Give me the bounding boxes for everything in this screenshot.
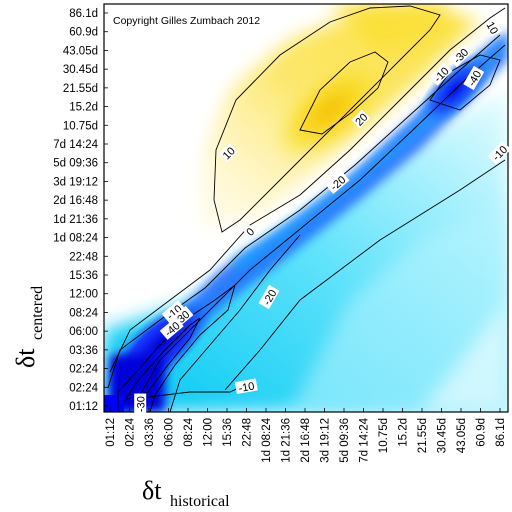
contour-label-text: -10: [238, 380, 256, 395]
positive-core: [271, 57, 389, 163]
contour-label-bg: [242, 224, 257, 239]
y-tick-label: 02:24: [69, 382, 98, 394]
contour-label-text: 10: [484, 20, 501, 37]
x-tick-label: 01:12: [105, 418, 117, 447]
y-tick-label: 7d 14:24: [53, 139, 98, 151]
contour-label-bg: [487, 140, 512, 165]
contour-label-bg: [161, 300, 186, 324]
copyright-text: Copyright Gilles Zumbach 2012: [113, 15, 260, 27]
positive-region-top: [330, 4, 450, 50]
contour-label-bg: [134, 393, 147, 415]
y-axis-title: δt centered: [11, 286, 46, 368]
x-tick-label: 15:36: [222, 418, 234, 447]
x-tick-label: 1d 08:24: [261, 417, 273, 462]
x-tick-label: 1d 21:36: [281, 418, 293, 463]
contour-label-bg: [484, 18, 502, 37]
x-tick-label: 03:36: [144, 418, 156, 447]
y-tick-label: 03:36: [69, 345, 98, 357]
x-axis-title-main: δt: [142, 476, 162, 505]
y-tick-label: 22:48: [69, 251, 98, 263]
x-tick-label: 10.75d: [378, 418, 390, 453]
y-tick-label: 21.55d: [63, 83, 98, 95]
y-tick-label: 01:12: [69, 401, 98, 413]
diagonal-edge: [230, 40, 508, 275]
x-tick-label: 86.1d: [495, 418, 507, 447]
contour-m10-right: [224, 159, 506, 391]
contour-0: [109, 7, 506, 373]
y-tick-label: 02:24: [69, 364, 98, 376]
x-tick-label: 08:24: [183, 417, 195, 446]
x-tick-label: 2d 16:48: [300, 418, 312, 463]
y-tick-label: 30.45d: [63, 64, 98, 76]
x-tick-label: 22:48: [242, 418, 254, 447]
contour-m40-low: [123, 317, 201, 401]
y-tick-label: 08:24: [69, 307, 98, 319]
contour-lines: [107, 5, 506, 412]
contour-label: -10: [234, 378, 258, 395]
x-tick-label: 06:00: [164, 418, 176, 447]
contour-label-bg: [448, 43, 473, 68]
contour-m30-low: [117, 283, 236, 412]
y-tick-label: 06:00: [69, 326, 98, 338]
x-axis-title: δt historical: [142, 476, 230, 510]
x-tick-label: 5d 09:36: [339, 418, 351, 463]
y-tick-label: 2d 16:48: [53, 195, 98, 207]
y-tick-label: 43.05d: [63, 45, 98, 57]
contour-10-upper: [213, 5, 441, 233]
negative-region-light: [290, 200, 508, 412]
x-axis-ticks: 01:12 02:24 03:36 06:00 08:24 12:00 15:36 22:48…: [105, 408, 507, 463]
y-tick-label: 15:36: [69, 270, 98, 282]
contour-20: [299, 51, 389, 135]
contour-label-bg: [429, 62, 453, 86]
y-axis-title-sub: centered: [29, 286, 46, 340]
y-tick-label: 10.75d: [63, 120, 98, 132]
y-axis-ticks: 01:12 02:24 02:24 03:36 06:00 08:24 12:00 15:36…: [53, 8, 108, 413]
contour-label-bg: [218, 143, 238, 163]
contour-label-bg: [463, 65, 485, 91]
contour-label: -30: [134, 393, 148, 415]
contour-label: 10: [484, 18, 502, 37]
y-tick-label: 12:00: [69, 289, 98, 301]
contour-label-bg: [258, 284, 280, 310]
plot-frame: [103, 3, 509, 413]
y-tick-label: 60.9d: [69, 27, 98, 39]
contour-label-bg: [234, 378, 258, 395]
y-tick-label: 1d 08:24: [53, 233, 98, 245]
x-tick-label: 30.45d: [437, 418, 449, 453]
negative-region-upper-right: [420, 300, 508, 412]
x-tick-label: 02:24: [125, 417, 137, 446]
x-tick-label: 7d 14:24: [359, 417, 371, 462]
x-axis-title-sub: historical: [170, 493, 230, 510]
y-tick-label: 1d 21:36: [53, 214, 98, 226]
y-tick-label: 86.1d: [69, 8, 98, 20]
y-axis-title-main: δt: [11, 348, 40, 368]
x-tick-label: 12:00: [203, 418, 215, 447]
contour-label-bg: [325, 171, 350, 194]
contour-m20-low: [169, 234, 301, 412]
contour-label-bg: [159, 317, 184, 340]
contour-m20-upper: [139, 44, 506, 396]
y-tick-label: 3d 19:12: [53, 176, 98, 188]
x-tick-label: 43.05d: [456, 418, 468, 453]
x-tick-label: 15.2d: [398, 418, 410, 447]
y-tick-label: 5d 09:36: [53, 158, 98, 170]
x-tick-label: 21.55d: [417, 418, 429, 453]
x-tick-label: 3d 19:12: [320, 418, 332, 463]
y-tick-label: 15.2d: [69, 102, 98, 114]
contour-label-bg: [351, 109, 371, 129]
x-tick-label: 60.9d: [476, 418, 488, 447]
contour-label-text: -30: [136, 396, 148, 412]
